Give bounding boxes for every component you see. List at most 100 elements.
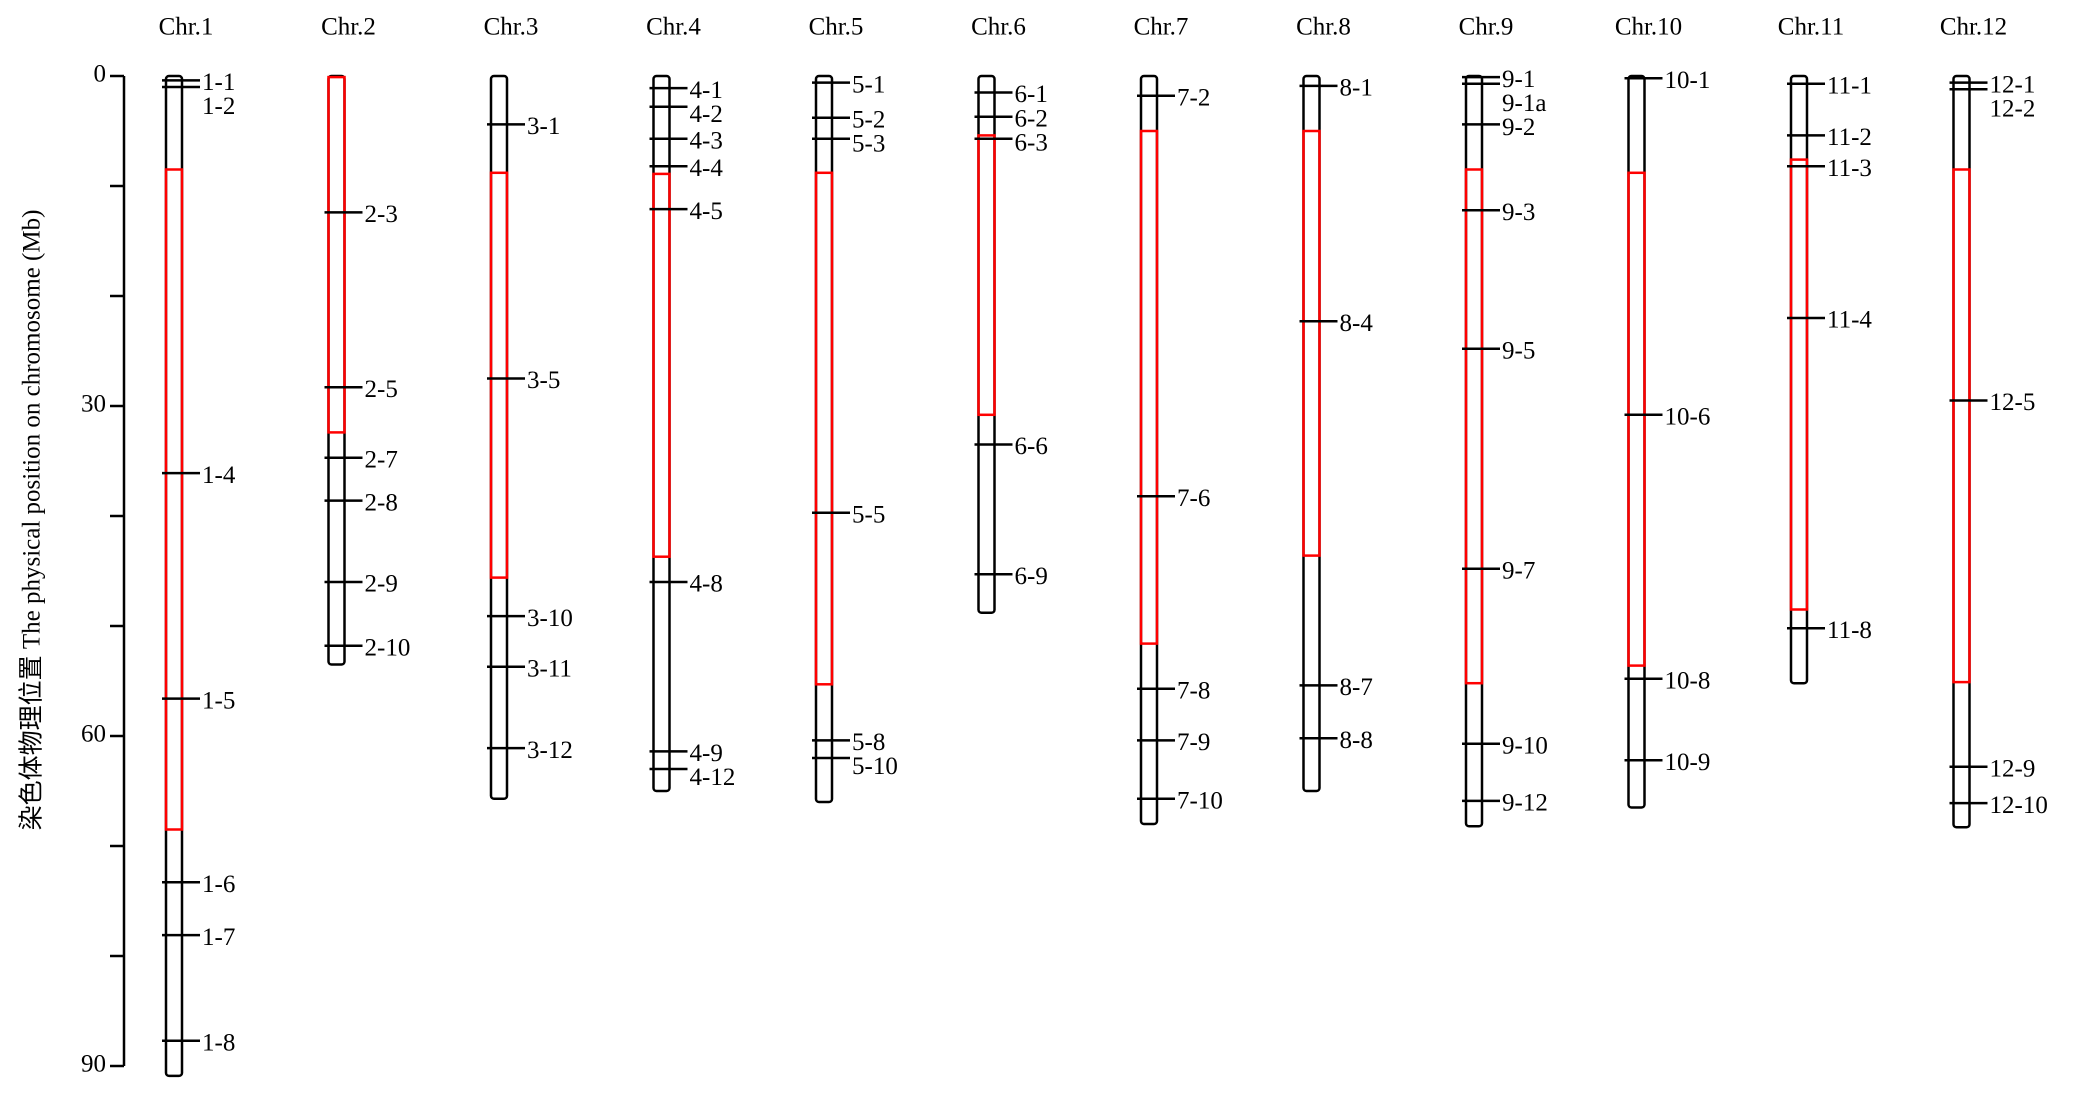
qtl-region — [489, 171, 509, 579]
qtl-region — [1789, 158, 1809, 611]
marker-label: 2-7 — [365, 446, 398, 473]
marker-label: 6-6 — [1015, 433, 1048, 460]
marker-label: 5-1 — [852, 71, 885, 98]
marker-label: 10-9 — [1665, 749, 1711, 776]
marker-label: 1-8 — [202, 1029, 235, 1056]
marker-label: 3-11 — [527, 655, 572, 682]
marker-label: 3-1 — [527, 113, 560, 140]
marker-label: 11-1 — [1827, 72, 1872, 99]
marker-label: 1-1 — [202, 69, 235, 96]
marker-label: 10-6 — [1665, 404, 1711, 431]
marker-label: 2-8 — [365, 489, 398, 516]
marker-label: 4-12 — [690, 764, 736, 791]
y-tick-label: 0 — [94, 61, 107, 88]
marker-label: 8-8 — [1340, 727, 1373, 754]
qtl-region — [1952, 168, 1971, 684]
chromosome — [652, 74, 671, 793]
marker-label: 8-1 — [1340, 75, 1373, 102]
marker-label: 1-6 — [202, 871, 235, 898]
marker-label: 2-3 — [365, 201, 398, 228]
chromosome — [1139, 74, 1159, 826]
marker-label: 5-2 — [852, 107, 885, 134]
chromosome-name: Chr.3 — [484, 14, 539, 41]
marker-label: 12-10 — [1990, 792, 2048, 819]
qtl-region — [1139, 129, 1159, 645]
marker-label: 4-8 — [690, 571, 723, 598]
marker-label: 9-7 — [1502, 558, 1535, 585]
chromosome-name: Chr.4 — [646, 14, 701, 41]
marker-label: 7-8 — [1177, 677, 1210, 704]
y-tick-label: 90 — [81, 1051, 106, 1078]
marker-label: 6-2 — [1015, 105, 1048, 132]
qtl-region — [327, 75, 346, 434]
marker-label: 3-10 — [527, 605, 573, 632]
marker-label: 1-4 — [202, 462, 236, 489]
marker-label: 4-4 — [690, 155, 724, 182]
qtl-region — [1302, 129, 1321, 557]
marker-label: 9-10 — [1502, 732, 1548, 759]
marker-label: 8-7 — [1340, 674, 1373, 701]
y-tick-label: 60 — [81, 721, 106, 748]
y-tick-label: 30 — [81, 391, 106, 418]
chromosome — [1627, 74, 1646, 809]
chromosome-name: Chr.5 — [809, 14, 864, 41]
marker-label: 9-1a — [1502, 90, 1546, 117]
marker-label: 7-9 — [1177, 729, 1210, 756]
qtl-region — [164, 168, 184, 831]
marker-label: 9-1 — [1502, 66, 1535, 93]
qtl-region — [1464, 168, 1484, 685]
marker-label: 5-3 — [852, 131, 885, 158]
chromosome — [1302, 74, 1321, 793]
chromosome-name: Chr.10 — [1615, 14, 1682, 41]
marker-label: 4-2 — [690, 101, 723, 128]
marker-label: 1-7 — [202, 924, 235, 951]
y-axis-label: 染色体物理位置 The physical position on chromos… — [18, 210, 46, 831]
marker-label: 12-1 — [1990, 71, 2036, 98]
chromosome — [164, 74, 184, 1078]
chromosome — [1464, 74, 1484, 828]
marker-label: 9-2 — [1502, 114, 1535, 141]
marker-label: 5-5 — [852, 501, 885, 528]
marker-label: 6-3 — [1015, 129, 1048, 156]
chromosome — [977, 74, 996, 615]
marker-label: 5-10 — [852, 753, 898, 780]
chromosome-name: Chr.7 — [1134, 14, 1189, 41]
marker-label: 2-10 — [365, 635, 411, 662]
chromosome-name: Chr.6 — [971, 14, 1026, 41]
chromosome-name: Chr.9 — [1459, 14, 1514, 41]
marker-label: 7-10 — [1177, 787, 1223, 814]
marker-label: 6-9 — [1015, 563, 1048, 590]
marker-label: 2-9 — [365, 571, 398, 598]
marker-label: 7-2 — [1177, 85, 1210, 112]
marker-label: 4-9 — [690, 740, 723, 767]
chromosome — [1952, 74, 1971, 829]
chromosome-name: Chr.11 — [1778, 14, 1844, 41]
marker-label: 1-2 — [202, 93, 235, 120]
marker-label: 10-8 — [1665, 668, 1711, 695]
marker-label: 3-12 — [527, 737, 573, 764]
marker-label: 12-9 — [1990, 756, 2036, 783]
marker-label: 9-5 — [1502, 338, 1535, 365]
marker-label: 1-5 — [202, 687, 235, 714]
chromosome-name: Chr.2 — [321, 14, 376, 41]
marker-label: 12-5 — [1990, 389, 2036, 416]
marker-label: 11-4 — [1827, 307, 1872, 334]
marker-label: 4-5 — [690, 198, 723, 225]
marker-label: 12-2 — [1990, 95, 2036, 122]
marker-label: 11-8 — [1827, 617, 1872, 644]
chromosome-name: Chr.8 — [1296, 14, 1351, 41]
marker-label: 4-3 — [690, 127, 723, 154]
marker-label: 3-5 — [527, 367, 560, 394]
qtl-region — [652, 172, 671, 558]
marker-label: 9-12 — [1502, 790, 1548, 817]
marker-label: 2-5 — [365, 376, 398, 403]
qtl-region — [1627, 171, 1646, 667]
chromosome — [814, 74, 834, 804]
marker-label: 11-3 — [1827, 155, 1872, 182]
marker-label: 9-3 — [1502, 199, 1535, 226]
chromosome — [489, 74, 509, 800]
marker-label: 6-1 — [1015, 81, 1048, 108]
chromosome-name: Chr.12 — [1940, 14, 2007, 41]
marker-label: 4-1 — [690, 77, 723, 104]
